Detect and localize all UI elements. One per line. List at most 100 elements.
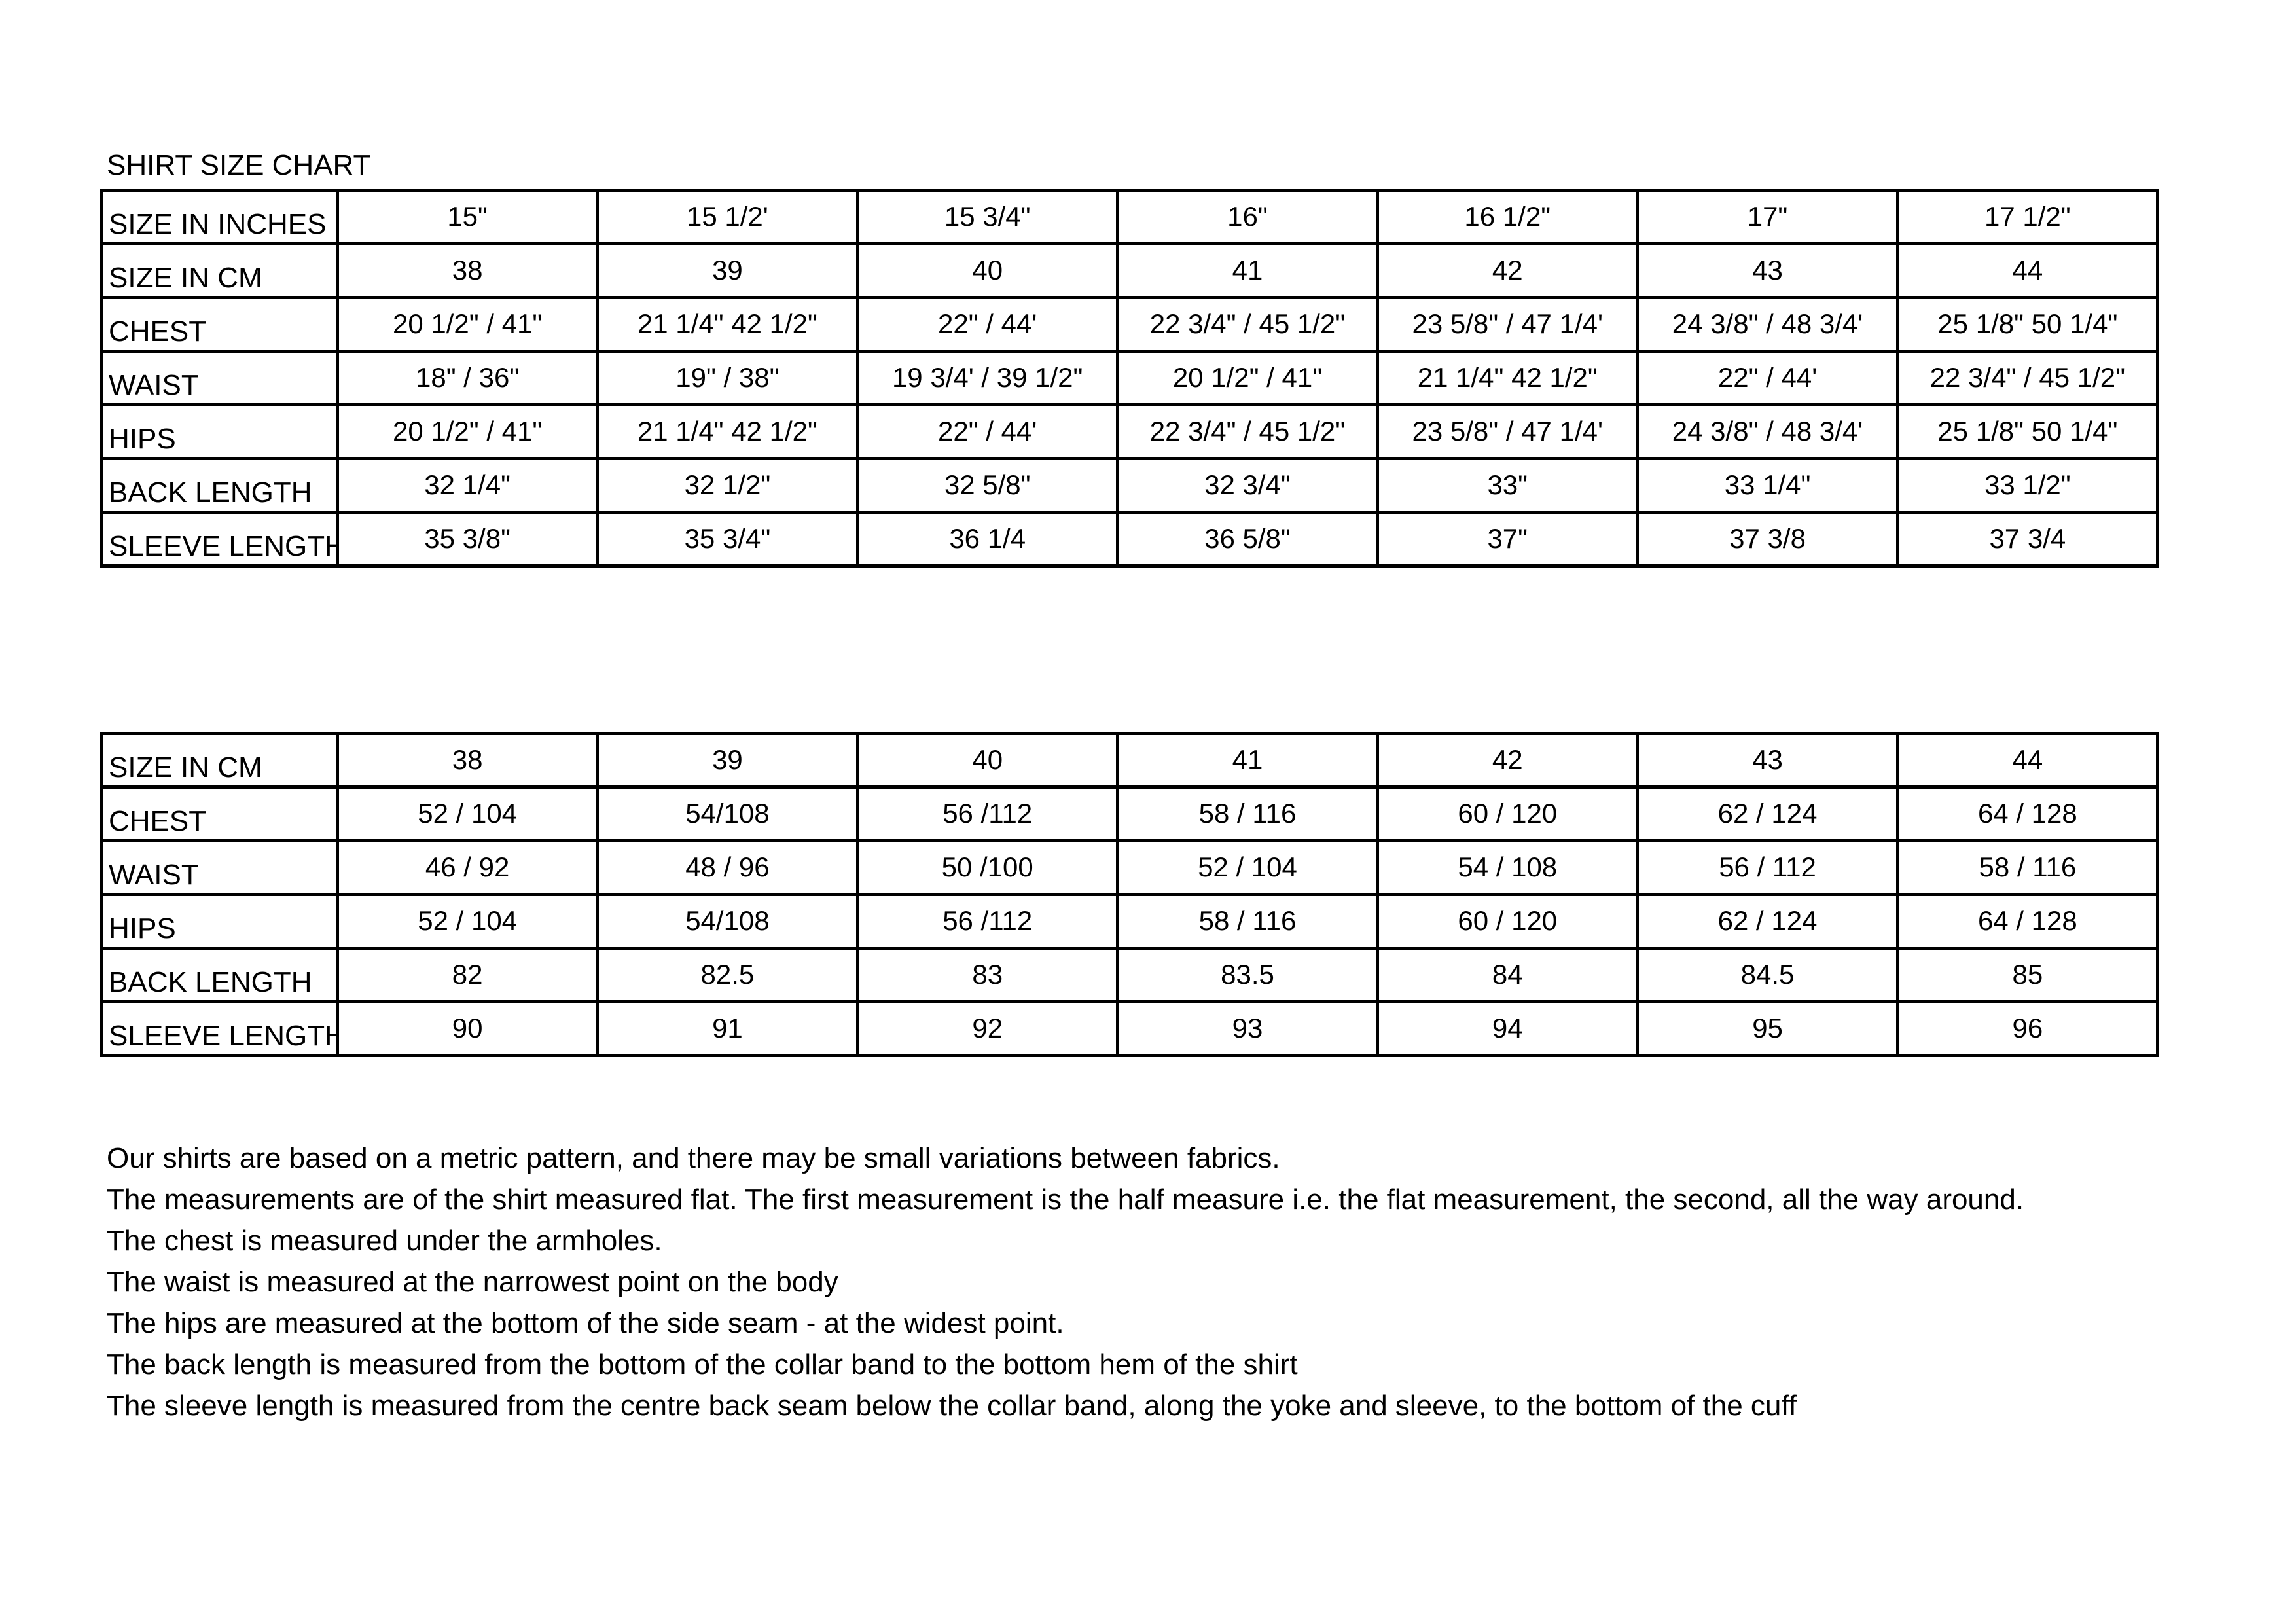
table-cell: 21 1/4" 42 1/2" <box>596 296 859 353</box>
table-cell: 17 1/2" <box>1895 189 2160 245</box>
size-table-inches: SIZE IN INCHES 15" 15 1/2' 15 3/4" 16" 16 1/2… <box>100 189 2160 568</box>
table-cell: 40 <box>855 242 1119 299</box>
table-cell: 37 3/4 <box>1895 511 2160 568</box>
table-cell: 19 3/4' / 39 1/2" <box>855 350 1119 406</box>
table-cell: 84.5 <box>1636 947 1899 1003</box>
table-cell: 41 <box>1115 242 1380 299</box>
table-cell: 17" <box>1636 189 1899 245</box>
row-label: CHEST <box>100 296 339 353</box>
note-line: The chest is measured under the armholes… <box>107 1225 662 1257</box>
page-title: SHIRT SIZE CHART <box>107 149 371 181</box>
table-cell: 56 /112 <box>855 785 1119 842</box>
table-cell: 25 1/8" 50 1/4" <box>1895 296 2160 353</box>
table-cell: 52 / 104 <box>335 893 600 950</box>
table-cell: 32 1/4" <box>335 457 600 514</box>
table-row: CHEST 52 / 104 54/108 56 /112 58 / 116 60 / 1… <box>100 785 2160 842</box>
table-cell: 15 3/4" <box>855 189 1119 245</box>
table-cell: 62 / 124 <box>1636 893 1899 950</box>
table-cell: 32 1/2" <box>596 457 859 514</box>
table-cell: 23 5/8" / 47 1/4' <box>1376 403 1640 460</box>
table-cell: 22" / 44' <box>855 296 1119 353</box>
table-cell: 15" <box>335 189 600 245</box>
table-cell: 82 <box>335 947 600 1003</box>
note-line: The measurements are of the shirt measur… <box>107 1183 2024 1216</box>
table-cell: 36 1/4 <box>855 511 1119 568</box>
table-cell: 82.5 <box>596 947 859 1003</box>
table-cell: 43 <box>1636 242 1899 299</box>
table-cell: 64 / 128 <box>1895 785 2160 842</box>
row-label: CHEST <box>100 785 339 842</box>
table-row: WAIST 46 / 92 48 / 96 50 /100 52 / 104 54 / 1… <box>100 839 2160 896</box>
row-label: BACK LENGTH <box>100 457 339 514</box>
table-cell: 36 5/8" <box>1115 511 1380 568</box>
table-cell: 20 1/2" / 41" <box>335 296 600 353</box>
table-cell: 54/108 <box>596 785 859 842</box>
table-row: HIPS 20 1/2" / 41" 21 1/4" 42 1/2" 22" / 44… <box>100 403 2160 460</box>
table-cell: 38 <box>335 242 600 299</box>
table-cell: 35 3/8" <box>335 511 600 568</box>
table-cell: 62 / 124 <box>1636 785 1899 842</box>
table-cell: 21 1/4" 42 1/2" <box>1376 350 1640 406</box>
table-cell: 46 / 92 <box>335 839 600 896</box>
table-cell: 90 <box>335 1000 600 1057</box>
table-cell: 83.5 <box>1115 947 1380 1003</box>
table-row: SIZE IN CM 38 39 40 41 42 43 44 <box>100 732 2160 789</box>
table-cell: 41 <box>1115 732 1380 789</box>
table-cell: 95 <box>1636 1000 1899 1057</box>
table-cell: 85 <box>1895 947 2160 1003</box>
table-cell: 20 1/2" / 41" <box>335 403 600 460</box>
table-cell: 22 3/4" / 45 1/2" <box>1115 296 1380 353</box>
table-cell: 52 / 104 <box>1115 839 1380 896</box>
table-cell: 39 <box>596 732 859 789</box>
note-line: The back length is measured from the bot… <box>107 1348 1298 1380</box>
table-cell: 40 <box>855 732 1119 789</box>
table-row: BACK LENGTH 32 1/4" 32 1/2" 32 5/8" 32 3/4" 3… <box>100 457 2160 514</box>
table-cell: 84 <box>1376 947 1640 1003</box>
table-row: SIZE IN INCHES 15" 15 1/2' 15 3/4" 16" 16 1/2… <box>100 189 2160 245</box>
size-table-cm: SIZE IN CM 38 39 40 41 42 43 44 CHEST 52 / 104 54/… <box>100 732 2160 1057</box>
table-cell: 60 / 120 <box>1376 785 1640 842</box>
table-cell: 37 3/8 <box>1636 511 1899 568</box>
table-row: HIPS 52 / 104 54/108 56 /112 58 / 116 60 / 12… <box>100 893 2160 950</box>
table-cell: 42 <box>1376 732 1640 789</box>
table-cell: 56 /112 <box>855 893 1119 950</box>
measurement-notes: Our shirts are based on a metric pattern… <box>107 1138 2024 1426</box>
table-cell: 39 <box>596 242 859 299</box>
table-cell: 20 1/2" / 41" <box>1115 350 1380 406</box>
row-label: HIPS <box>100 893 339 950</box>
note-line: The waist is measured at the narrowest p… <box>107 1266 838 1298</box>
table-cell: 22 3/4" / 45 1/2" <box>1115 403 1380 460</box>
table-cell: 48 / 96 <box>596 839 859 896</box>
table-cell: 24 3/8" / 48 3/4' <box>1636 296 1899 353</box>
note-line: The hips are measured at the bottom of t… <box>107 1307 1064 1339</box>
table-cell: 32 5/8" <box>855 457 1119 514</box>
table-cell: 93 <box>1115 1000 1380 1057</box>
note-line: The sleeve length is measured from the c… <box>107 1390 1797 1422</box>
table-cell: 44 <box>1895 732 2160 789</box>
table-cell: 94 <box>1376 1000 1640 1057</box>
table-row: CHEST 20 1/2" / 41" 21 1/4" 42 1/2" 22" / 4… <box>100 296 2160 353</box>
table-cell: 16 1/2" <box>1376 189 1640 245</box>
table-cell: 64 / 128 <box>1895 893 2160 950</box>
table-row: WAIST 18" / 36" 19" / 38" 19 3/4' / 39 1/2"… <box>100 350 2160 406</box>
table-cell: 58 / 116 <box>1115 785 1380 842</box>
table-cell: 22 3/4" / 45 1/2" <box>1895 350 2160 406</box>
table-cell: 60 / 120 <box>1376 893 1640 950</box>
table-cell: 15 1/2' <box>596 189 859 245</box>
table-cell: 42 <box>1376 242 1640 299</box>
table-cell: 22" / 44' <box>1636 350 1899 406</box>
note-line: Our shirts are based on a metric pattern… <box>107 1142 1280 1174</box>
table-cell: 19" / 38" <box>596 350 859 406</box>
table-cell: 43 <box>1636 732 1899 789</box>
table-cell: 58 / 116 <box>1115 893 1380 950</box>
table-cell: 23 5/8" / 47 1/4' <box>1376 296 1640 353</box>
table-row: SIZE IN CM 38 39 40 41 42 43 44 <box>100 242 2160 299</box>
table-cell: 96 <box>1895 1000 2160 1057</box>
table-row: BACK LENGTH 82 82.5 83 83.5 84 84.5 85 <box>100 947 2160 1003</box>
table-cell: 50 /100 <box>855 839 1119 896</box>
table-cell: 32 3/4" <box>1115 457 1380 514</box>
table-cell: 18" / 36" <box>335 350 600 406</box>
table-cell: 21 1/4" 42 1/2" <box>596 403 859 460</box>
table-row: SLEEVE LENGTH 90 91 92 93 94 95 96 <box>100 1000 2160 1057</box>
table-cell: 91 <box>596 1000 859 1057</box>
